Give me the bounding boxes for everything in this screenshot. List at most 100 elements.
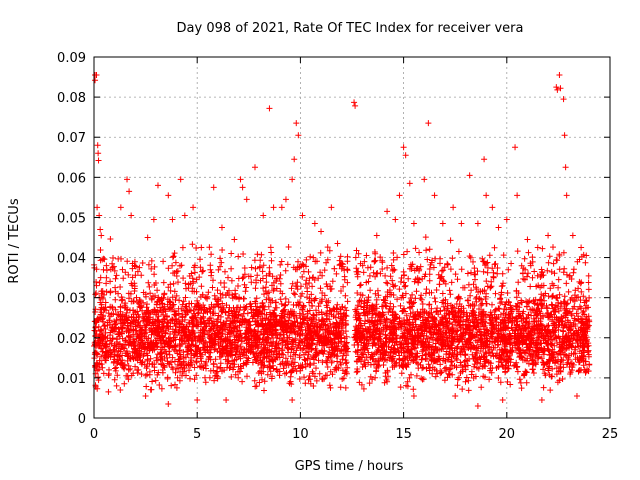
x-tick-label: 20 [499, 427, 516, 442]
data-point [439, 220, 446, 227]
data-point [231, 236, 238, 243]
data-point [94, 204, 101, 211]
y-tick-label: 0.03 [57, 292, 86, 307]
data-point [291, 156, 298, 163]
data-point [410, 392, 417, 399]
data-point [98, 232, 105, 239]
data-point [569, 232, 576, 239]
data-point [94, 142, 101, 149]
data-point [406, 180, 413, 187]
data-point [355, 268, 362, 275]
data-point [124, 176, 131, 183]
y-tick-label: 0.04 [57, 252, 86, 267]
data-point [554, 86, 561, 93]
data-point [289, 176, 296, 183]
y-axis-label: ROTI / TECUs [7, 198, 22, 283]
data-point [181, 212, 188, 219]
y-tick-label: 0.05 [57, 211, 86, 226]
data-point [293, 120, 300, 127]
data-point [99, 256, 106, 263]
data-point [466, 172, 473, 179]
data-point [450, 204, 457, 211]
data-point [144, 234, 151, 241]
data-point [431, 192, 438, 199]
scatter-points [91, 72, 593, 409]
data-point [311, 220, 318, 227]
data-point [373, 232, 380, 239]
data-point [251, 164, 258, 171]
data-point [198, 244, 205, 251]
data-point [289, 396, 296, 403]
data-point [165, 400, 172, 407]
data-point [573, 392, 580, 399]
x-axis: 0 5 10 15 20 25 [90, 57, 618, 442]
data-point [136, 264, 143, 271]
data-point [483, 192, 490, 199]
data-point [260, 212, 267, 219]
y-tick-label: 0.06 [57, 171, 86, 186]
data-point [474, 220, 481, 227]
data-point [452, 392, 459, 399]
y-tick-label: 0.07 [57, 131, 86, 146]
data-point [92, 77, 99, 84]
y-tick-label: 0.02 [57, 332, 86, 347]
data-point [299, 212, 306, 219]
data-point [562, 164, 569, 171]
data-point [338, 260, 345, 267]
data-point [142, 392, 149, 399]
x-tick-label: 15 [395, 427, 412, 442]
data-point [177, 176, 184, 183]
data-point [334, 240, 341, 247]
data-point [239, 184, 246, 191]
data-point [396, 192, 403, 199]
x-tick-label: 25 [602, 427, 619, 442]
plot-frame [93, 56, 611, 419]
x-tick-label: 0 [90, 427, 98, 442]
data-point [499, 396, 506, 403]
data-point [328, 204, 335, 211]
data-point [553, 84, 560, 91]
data-point [563, 192, 570, 199]
data-point [117, 204, 124, 211]
data-point [342, 384, 349, 391]
data-point [126, 188, 133, 195]
data-point [169, 216, 176, 223]
data-point [489, 204, 496, 211]
data-point [421, 176, 428, 183]
data-point [194, 396, 201, 403]
y-tick-label: 0.01 [57, 372, 86, 387]
data-point [128, 212, 135, 219]
data-point [561, 132, 568, 139]
data-point [560, 96, 567, 103]
data-point [545, 232, 552, 239]
data-point [270, 204, 277, 211]
data-point [534, 244, 541, 251]
data-point [514, 192, 521, 199]
data-point [95, 157, 102, 164]
data-point [425, 120, 432, 127]
data-point [392, 216, 399, 223]
data-point [363, 252, 370, 259]
data-point [237, 176, 244, 183]
data-point [150, 216, 157, 223]
data-point [278, 204, 285, 211]
data-point [97, 226, 104, 233]
data-point [512, 144, 519, 151]
data-point [352, 102, 359, 109]
data-point [282, 196, 289, 203]
data-point [351, 99, 358, 106]
data-point [410, 220, 417, 227]
scatter-cloud [91, 234, 593, 394]
data-point [105, 388, 112, 395]
data-point [223, 396, 230, 403]
data-point [556, 72, 563, 79]
data-point [481, 156, 488, 163]
data-point [154, 182, 161, 189]
data-point [210, 184, 217, 191]
chart-title: Day 098 of 2021, Rate Of TEC Index for r… [177, 21, 524, 36]
data-point [318, 228, 325, 235]
data-point [190, 204, 197, 211]
data-point [402, 152, 409, 159]
x-tick-label: 10 [292, 427, 309, 442]
